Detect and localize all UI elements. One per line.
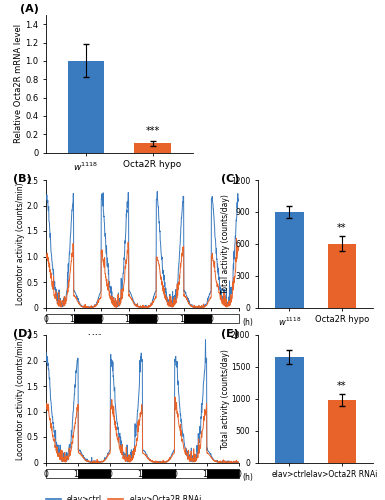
Y-axis label: Locomotor activity (counts/min): Locomotor activity (counts/min)	[16, 338, 25, 460]
Text: (B): (B)	[13, 174, 32, 184]
Bar	[184, 314, 211, 323]
Bar	[78, 469, 110, 478]
Bar	[142, 469, 174, 478]
Bar	[207, 469, 239, 478]
Y-axis label: Locomotor activity (counts/min): Locomotor activity (counts/min)	[16, 182, 25, 305]
Text: (h): (h)	[243, 318, 253, 326]
Bar	[328, 400, 357, 462]
Bar	[68, 61, 104, 152]
Bar	[46, 469, 78, 478]
Legend: $w^{1118}$, Octa2R hypo: $w^{1118}$, Octa2R hypo	[56, 330, 182, 348]
Y-axis label: Relative Octa2R mRNA level: Relative Octa2R mRNA level	[13, 24, 23, 144]
Text: **: **	[337, 381, 347, 391]
Bar	[156, 314, 184, 323]
Bar	[275, 358, 304, 463]
Text: (E): (E)	[221, 328, 239, 338]
Bar	[211, 314, 239, 323]
Text: ***: ***	[146, 126, 160, 136]
Text: (D): (D)	[13, 328, 33, 338]
Y-axis label: Total activity (counts/day): Total activity (counts/day)	[221, 194, 230, 294]
Bar	[110, 469, 142, 478]
Bar	[174, 469, 207, 478]
Text: (A): (A)	[20, 4, 39, 14]
Bar	[74, 314, 101, 323]
Text: **: **	[337, 222, 347, 232]
Y-axis label: Total activity (counts/day): Total activity (counts/day)	[221, 349, 229, 448]
Bar	[275, 212, 304, 308]
Text: (h): (h)	[243, 472, 253, 482]
Bar	[328, 244, 357, 308]
Bar	[46, 314, 74, 323]
Bar	[101, 314, 129, 323]
Legend: elav>ctrl, elav>Octa2R RNAi: elav>ctrl, elav>Octa2R RNAi	[42, 492, 204, 500]
Bar	[134, 144, 171, 152]
Text: (C): (C)	[221, 174, 239, 184]
Bar	[129, 314, 156, 323]
